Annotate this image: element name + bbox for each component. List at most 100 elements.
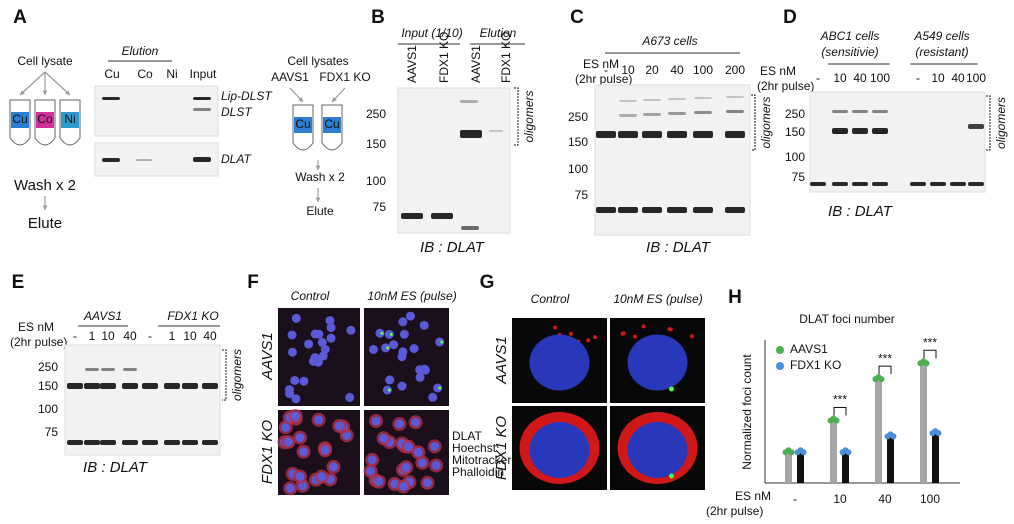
nucleus: [326, 323, 336, 333]
band: [693, 131, 713, 138]
nucleus: [529, 422, 590, 478]
mitochondria: [689, 334, 694, 339]
ib-label: IB : DLAT: [646, 239, 712, 256]
panel-letter: D: [783, 7, 797, 28]
tube-beads: [61, 112, 79, 128]
nucleus: [374, 477, 384, 487]
nucleus: [398, 347, 408, 357]
mitochondria: [633, 334, 638, 339]
arrow-head: [332, 97, 337, 102]
nucleus: [428, 392, 438, 402]
nucleus: [328, 462, 338, 472]
nucleus: [405, 311, 415, 321]
arrow-head: [315, 165, 321, 170]
legend-marker: [776, 346, 784, 354]
elute-label: Elute: [306, 204, 334, 218]
band: [164, 383, 180, 389]
bracket: [222, 349, 227, 401]
band: [618, 131, 638, 138]
nucleus: [283, 437, 293, 447]
tube-beads: [294, 117, 312, 133]
band: [810, 182, 826, 186]
nucleus: [290, 375, 300, 385]
nucleus: [420, 364, 430, 374]
marker-label: 100: [366, 174, 386, 188]
nucleus: [389, 340, 399, 350]
band: [431, 213, 453, 219]
marker-label: 100: [568, 162, 588, 176]
marker-label: 250: [366, 107, 386, 121]
nucleus: [404, 442, 414, 452]
nucleus: [299, 447, 309, 457]
row-label: FDX1 KO: [259, 420, 276, 485]
row-label: FDX1 KO: [493, 416, 510, 481]
row-label: AAVS1: [259, 332, 276, 381]
legend-marker: [776, 362, 784, 370]
nucleus: [310, 329, 320, 339]
marker-label: 100: [785, 150, 805, 164]
band: [142, 440, 158, 445]
tube-label: Cu: [12, 112, 27, 126]
stain-label: Hoechst: [452, 441, 497, 455]
pulse-label: (2hr pulse): [575, 72, 632, 86]
nucleus: [285, 483, 295, 493]
band: [668, 112, 686, 115]
band: [193, 157, 211, 162]
nucleus: [367, 455, 377, 465]
band: [642, 131, 662, 138]
foci: [389, 332, 393, 336]
nucleus: [295, 472, 305, 482]
marker-label: 150: [568, 135, 588, 149]
arrow-head: [298, 97, 303, 102]
band: [102, 97, 120, 100]
data-point: [935, 430, 942, 437]
tube-beads: [323, 117, 341, 133]
lane-label: -: [816, 71, 820, 85]
nucleus: [285, 389, 295, 399]
condition-label: Control: [291, 289, 330, 303]
band: [726, 110, 744, 113]
band: [667, 131, 687, 138]
oligomers-label: oligomers: [994, 97, 1008, 149]
bar: [875, 378, 882, 483]
nucleus: [287, 330, 297, 340]
stain-label: DLAT: [452, 429, 482, 443]
x-tick-label: 100: [920, 492, 940, 506]
nucleus: [345, 392, 355, 402]
pulse-label: (2hr pulse): [10, 335, 67, 349]
band: [122, 440, 138, 445]
band: [67, 440, 83, 445]
band: [100, 383, 116, 389]
mitochondria: [553, 325, 558, 330]
bracket: [751, 94, 756, 151]
lane-label: 1: [89, 329, 96, 343]
y-axis-label: Normalized foci count: [740, 354, 754, 470]
band: [968, 124, 984, 129]
mitochondria: [668, 327, 673, 332]
lane-label: 100: [966, 71, 986, 85]
foci: [438, 386, 442, 390]
nucleus: [384, 329, 394, 339]
band: [668, 98, 686, 100]
bracket: [986, 95, 991, 151]
nucleus: [397, 381, 407, 391]
bar: [830, 419, 837, 483]
blot: [64, 344, 221, 456]
band: [101, 368, 115, 371]
nucleus: [320, 445, 330, 455]
nucleus: [381, 343, 391, 353]
nucleus: [317, 337, 327, 347]
nucleus: [317, 472, 327, 482]
band: [596, 207, 616, 213]
nucleus: [627, 422, 688, 478]
x-tick-label: 40: [878, 492, 892, 506]
lane-label: Ni: [166, 67, 177, 81]
group-label: (resistant): [915, 45, 968, 59]
lane-label: 40: [670, 63, 684, 77]
significance-bracket: [878, 365, 892, 375]
nucleus: [334, 421, 344, 431]
band-label: Lip-DLST: [221, 89, 273, 103]
lane-label: -: [604, 63, 608, 77]
nucleus: [371, 416, 381, 426]
group-label: Input (1/10): [401, 26, 462, 40]
